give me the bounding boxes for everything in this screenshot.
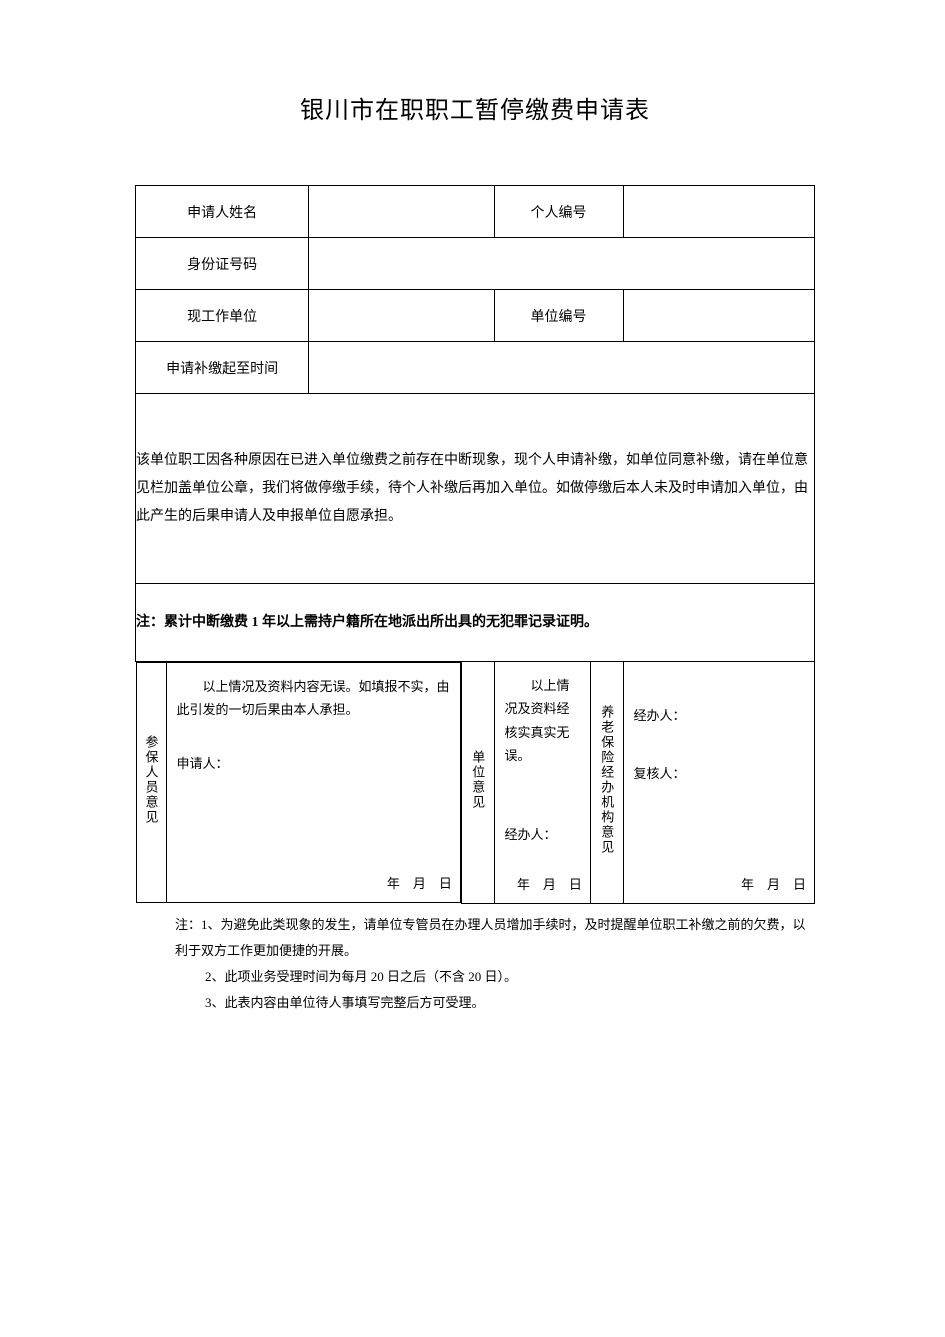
table-row: 申请人姓名 个人编号 xyxy=(136,186,815,238)
opinion2-text: 以上情况及资料经核实真实无误。 xyxy=(505,674,580,768)
table-row: 现工作单位 单位编号 xyxy=(136,290,815,342)
label-work-unit: 现工作单位 xyxy=(136,290,309,342)
field-work-unit[interactable] xyxy=(309,290,494,342)
opinion2-date: 年 月 日 xyxy=(517,874,582,893)
footnotes: 注：1、为避免此类现象的发生，请单位专管员在办理人员增加手续时，及时提醒单位职工… xyxy=(135,912,815,1016)
footnote-3: 3、此表内容由单位待人事填写完整后方可受理。 xyxy=(175,990,815,1016)
label-personal-number: 个人编号 xyxy=(494,186,623,238)
opinion1-signature-label: 申请人： xyxy=(177,752,450,775)
label-unit-number: 单位编号 xyxy=(494,290,623,342)
opinion1-content-cell[interactable]: 以上情况及资料内容无误。如填报不实，由此引发的一切后果由本人承担。 申请人： 年… xyxy=(166,663,460,903)
field-applicant-name[interactable] xyxy=(309,186,494,238)
page-title: 银川市在职职工暂停缴费申请表 xyxy=(135,90,815,125)
opinion3-vlabel: 养老保险经办机构意见 xyxy=(597,705,616,855)
opinions-row: 参保人员意见 以上情况及资料内容无误。如填报不实，由此引发的一切后果由本人承担。… xyxy=(136,662,815,904)
footnote-2: 2、此项业务受理时间为每月 20 日之后（不含 20 日）。 xyxy=(175,964,815,990)
field-id-number[interactable] xyxy=(309,238,815,290)
application-form-table: 申请人姓名 个人编号 身份证号码 现工作单位 单位编号 申请补缴起至时间 该单位… xyxy=(135,185,815,904)
opinion3-label-cell: 养老保险经办机构意见 xyxy=(590,662,623,904)
footnote-1: 注：1、为避免此类现象的发生，请单位专管员在办理人员增加手续时，及时提醒单位职工… xyxy=(175,912,815,964)
document-page: 银川市在职职工暂停缴费申请表 申请人姓名 个人编号 身份证号码 现工作单位 xyxy=(0,0,945,1016)
label-id-number: 身份证号码 xyxy=(136,238,309,290)
opinion2-vlabel: 单位意见 xyxy=(468,750,487,810)
field-personal-number[interactable] xyxy=(623,186,815,238)
label-period: 申请补缴起至时间 xyxy=(136,342,309,394)
table-row: 申请补缴起至时间 xyxy=(136,342,815,394)
table-row: 注：累计中断缴费 1 年以上需持户籍所在地派出所出具的无犯罪记录证明。 xyxy=(136,584,815,662)
opinion3-signature2-label: 复核人： xyxy=(634,762,805,785)
table-row: 该单位职工因各种原因在已进入单位缴费之前存在中断现象，现个人申请补缴，如单位同意… xyxy=(136,394,815,584)
opinion3-content-cell[interactable]: 经办人： 复核人： 年 月 日 xyxy=(623,662,815,904)
opinion1-text: 以上情况及资料内容无误。如填报不实，由此引发的一切后果由本人承担。 xyxy=(177,675,450,722)
opinion2-signature-label: 经办人： xyxy=(505,823,580,846)
opinion-group-1: 参保人员意见 以上情况及资料内容无误。如填报不实，由此引发的一切后果由本人承担。… xyxy=(136,662,462,904)
table-row: 身份证号码 xyxy=(136,238,815,290)
opinion3-signature1-label: 经办人： xyxy=(634,704,805,727)
opinion1-vlabel: 参保人员意见 xyxy=(142,735,161,825)
field-unit-number[interactable] xyxy=(623,290,815,342)
mid-note-cell: 注：累计中断缴费 1 年以上需持户籍所在地派出所出具的无犯罪记录证明。 xyxy=(136,584,815,662)
opinion1-label-cell: 参保人员意见 xyxy=(136,663,166,903)
opinion2-content-cell[interactable]: 以上情况及资料经核实真实无误。 经办人： 年 月 日 xyxy=(494,662,590,904)
field-period[interactable] xyxy=(309,342,815,394)
opinion1-date: 年 月 日 xyxy=(387,873,452,892)
label-applicant-name: 申请人姓名 xyxy=(136,186,309,238)
description-text: 该单位职工因各种原因在已进入单位缴费之前存在中断现象，现个人申请补缴，如单位同意… xyxy=(136,453,808,524)
opinion3-date: 年 月 日 xyxy=(741,874,806,893)
opinion2-label-cell: 单位意见 xyxy=(461,662,494,904)
description-cell: 该单位职工因各种原因在已进入单位缴费之前存在中断现象，现个人申请补缴，如单位同意… xyxy=(136,394,815,584)
